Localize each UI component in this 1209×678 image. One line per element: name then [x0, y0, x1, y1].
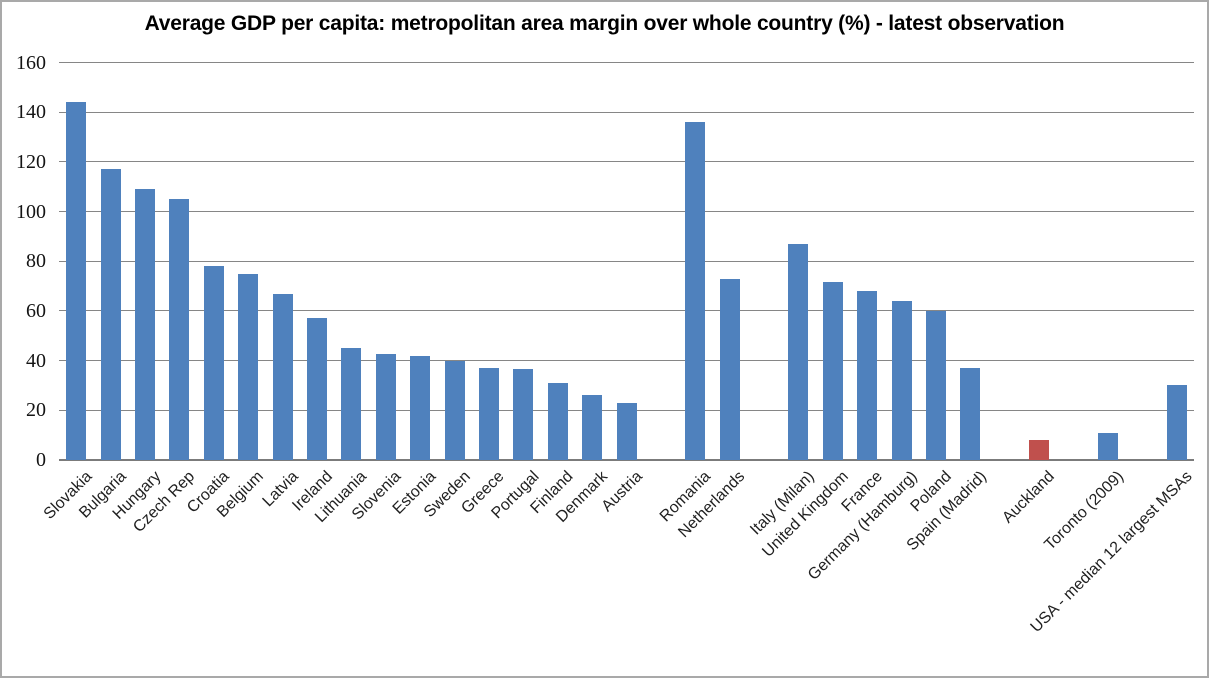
bar-france — [857, 291, 878, 460]
y-tick-label-80: 80 — [26, 250, 46, 273]
bar-slovenia — [375, 354, 396, 460]
bar-spain-madrid — [960, 368, 981, 460]
y-tick-label-120: 120 — [16, 150, 46, 173]
bar-portugal — [513, 369, 534, 460]
bar-latvia — [272, 293, 293, 460]
y-tick-label-20: 20 — [26, 399, 46, 422]
bar-croatia — [203, 266, 224, 460]
x-label-auckland: Auckland — [999, 468, 1059, 527]
bar-toronto-2009 — [1098, 432, 1118, 460]
bar-italy-milan — [788, 243, 809, 460]
y-tick-label-100: 100 — [16, 200, 46, 223]
bar-auckland — [1029, 440, 1050, 460]
x-axis-line — [59, 459, 1194, 461]
bar-greece — [478, 368, 499, 460]
bar-sweden — [444, 360, 465, 460]
gridline-140 — [59, 111, 1194, 113]
bar-netherlands — [719, 278, 740, 460]
bar-united-kingdom — [822, 282, 843, 460]
y-tick-label-160: 160 — [16, 51, 46, 74]
bar-czech-rep — [169, 199, 190, 460]
y-tick-label-40: 40 — [26, 349, 46, 372]
bar-ireland — [306, 318, 327, 460]
bar-estonia — [410, 355, 431, 460]
gridline-60 — [59, 310, 1194, 312]
gridline-120 — [59, 161, 1194, 163]
bar-germany-hamburg — [891, 301, 912, 460]
chart-title: Average GDP per capita: metropolitan are… — [144, 12, 1065, 35]
bar-poland — [926, 310, 947, 460]
bar-usa-median-12-largest-msas — [1166, 385, 1187, 460]
bar-bulgaria — [100, 169, 121, 460]
bar-lithuania — [341, 348, 362, 460]
gridline-100 — [59, 211, 1194, 213]
gridline-80 — [59, 260, 1194, 262]
gridline-40 — [59, 360, 1194, 362]
bar-finland — [547, 382, 568, 460]
gridline-160 — [59, 62, 1194, 63]
bar-austria — [616, 402, 637, 460]
y-tick-label-60: 60 — [26, 299, 46, 322]
bar-hungary — [134, 189, 155, 460]
bar-romania — [685, 122, 706, 460]
bar-slovakia — [66, 102, 87, 460]
bar-denmark — [582, 395, 603, 460]
bar-belgium — [238, 273, 259, 460]
y-tick-label-0: 0 — [36, 449, 46, 471]
y-tick-label-140: 140 — [16, 101, 46, 124]
